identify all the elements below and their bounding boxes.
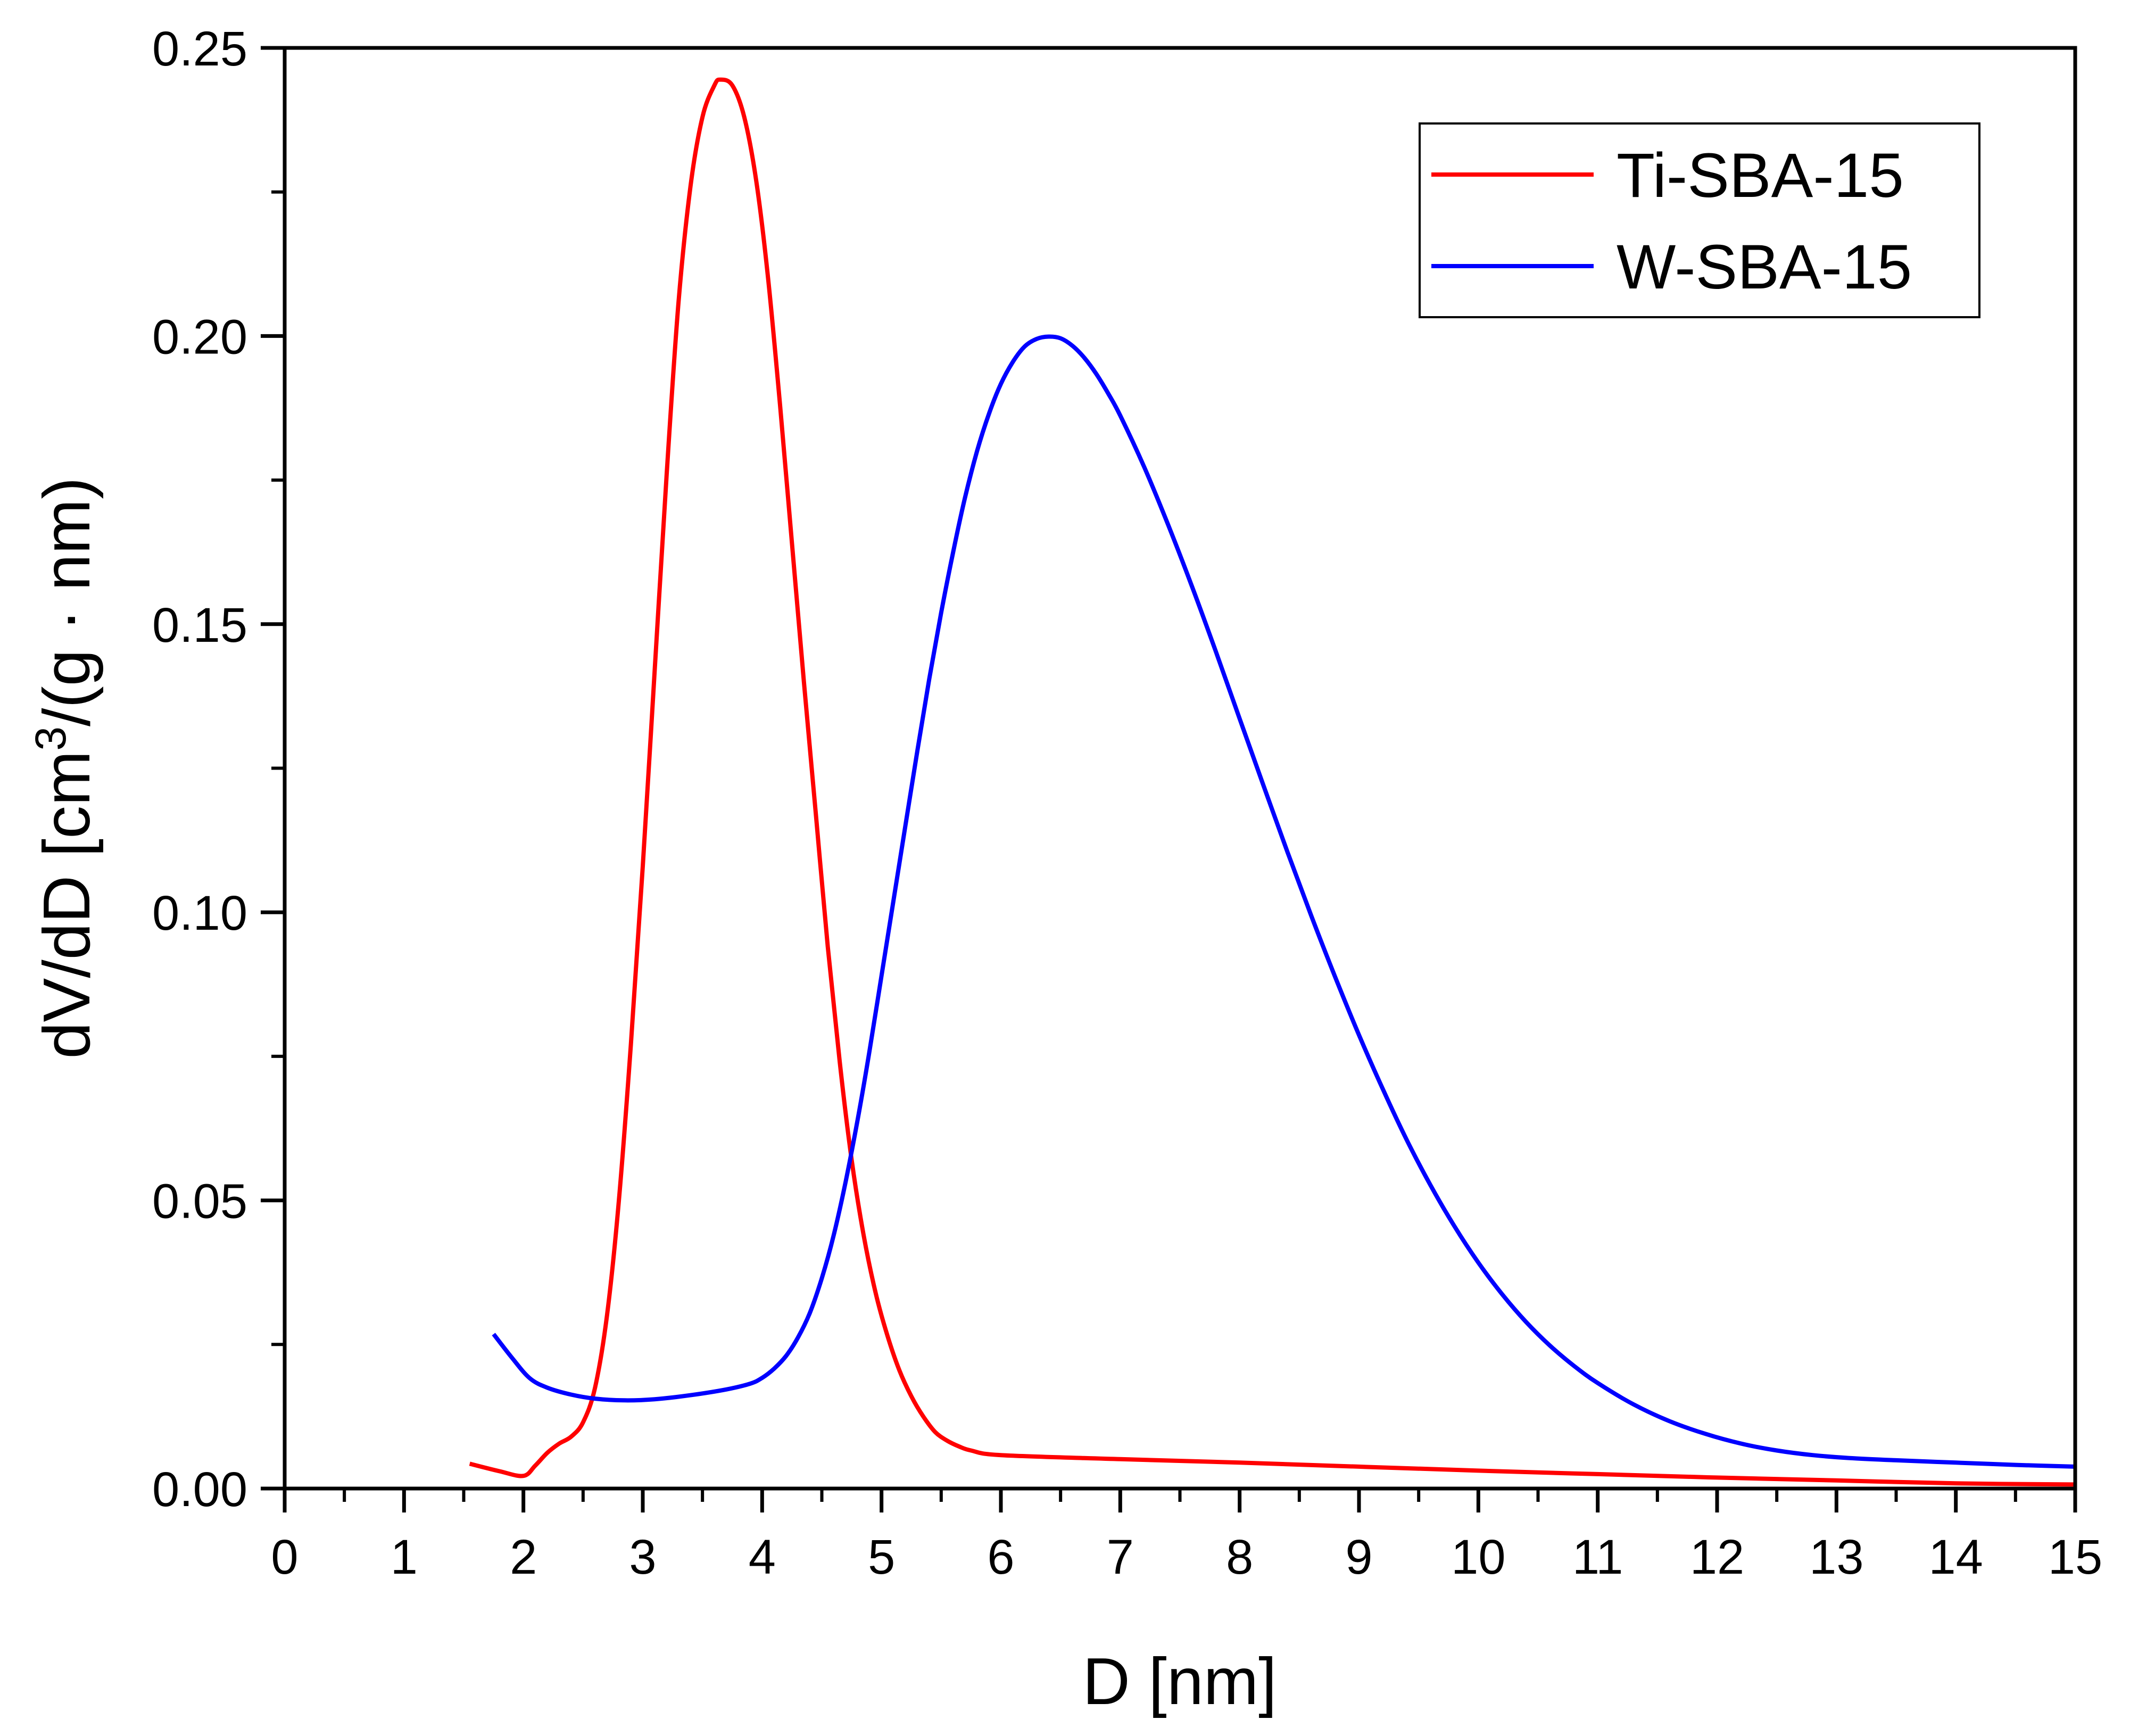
x-tick-label: 1	[391, 1530, 418, 1584]
x-tick-label: 11	[1572, 1530, 1623, 1584]
series-line-ti-sba-15	[469, 77, 2076, 1487]
x-tick-label: 9	[1345, 1530, 1372, 1584]
y-axis-title-superscript: 3	[27, 726, 75, 751]
legend-label-w-sba-15: W-SBA-15	[1617, 232, 1912, 302]
y-axis-title: dV/dD [cm3/(g · nm)	[27, 477, 104, 1059]
x-tick-label: 5	[868, 1530, 895, 1584]
x-tick-label: 3	[629, 1530, 656, 1584]
series-layer	[469, 77, 2076, 1487]
y-tick-label: 0.10	[152, 886, 247, 940]
x-tick-label: 0	[271, 1530, 298, 1584]
x-axis-title: D [nm]	[1082, 1645, 1277, 1718]
y-axis-ticks: 0.00 0.05 0.10 0.15 0.20 0.25	[152, 22, 285, 1517]
x-tick-label: 15	[2048, 1530, 2102, 1584]
series-line-w-sba-15	[492, 334, 2076, 1469]
y-tick-label: 0.05	[152, 1175, 247, 1229]
legend-label-ti-sba-15: Ti-SBA-15	[1617, 140, 1904, 211]
x-tick-label: 8	[1226, 1530, 1253, 1584]
legend-box	[1419, 122, 1980, 318]
x-tick-label: 10	[1451, 1530, 1505, 1584]
x-tick-label: 2	[510, 1530, 537, 1584]
y-tick-label: 0.20	[152, 310, 247, 364]
x-tick-label: 12	[1690, 1530, 1744, 1584]
x-tick-label: 13	[1809, 1530, 1863, 1584]
legend: Ti-SBA-15 W-SBA-15	[1419, 122, 1980, 318]
x-tick-label: 4	[749, 1530, 776, 1584]
x-tick-label: 6	[987, 1530, 1014, 1584]
x-axis-ticks: 0 1 2 3 4 5 6 7 8 9 10 11 12 13 14 15	[271, 1489, 2102, 1584]
x-tick-label: 7	[1107, 1530, 1134, 1584]
plot-frame	[283, 46, 2077, 1491]
y-axis-title-suffix: /(g · nm)	[30, 477, 104, 726]
x-tick-label: 14	[1928, 1530, 1983, 1584]
y-tick-label: 0.00	[152, 1462, 247, 1517]
y-axis-title-prefix: dV/dD [cm	[30, 751, 104, 1059]
y-tick-label: 0.15	[152, 598, 247, 652]
y-tick-label: 0.25	[152, 22, 247, 76]
